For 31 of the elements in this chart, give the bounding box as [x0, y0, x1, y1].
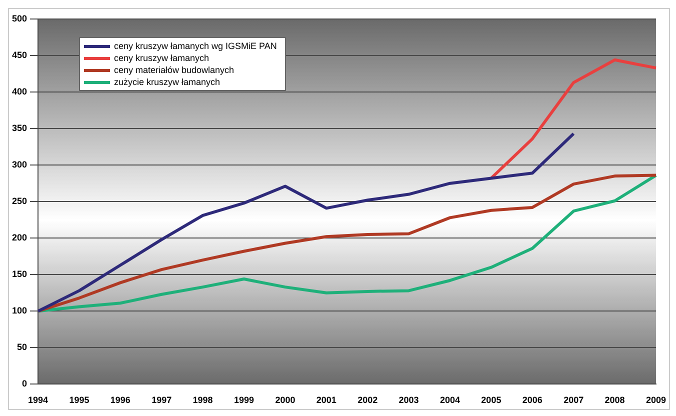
x-tick-label: 1997 — [152, 395, 172, 406]
legend-label: zużycie kruszyw łamanych — [114, 76, 220, 88]
x-tick-label: 2006 — [522, 395, 542, 406]
legend-label: ceny materiałów budowlanych — [114, 64, 234, 76]
x-tick-label: 1998 — [192, 395, 213, 406]
legend-label: ceny kruszyw łamanych — [114, 52, 210, 64]
x-tick-label: 2005 — [481, 395, 502, 406]
x-tick-label: 2003 — [398, 395, 419, 406]
x-tick-label: 2000 — [275, 395, 296, 406]
x-tick-label: 2008 — [604, 395, 625, 406]
y-tick-label: 200 — [12, 232, 28, 243]
x-tick-label: 2009 — [646, 395, 666, 406]
x-tick-label: 2001 — [316, 395, 336, 406]
x-tick-label: 1994 — [28, 395, 48, 406]
x-tick-label: 1999 — [234, 395, 254, 406]
y-tick-label: 150 — [12, 269, 28, 280]
y-tick-label: 450 — [12, 50, 28, 60]
y-tick-label: 250 — [12, 196, 28, 206]
x-tick-label: 2004 — [440, 395, 460, 406]
y-tick-label: 0 — [22, 378, 28, 389]
x-tick-label: 1995 — [69, 395, 90, 406]
x-tick-label: 1996 — [110, 395, 130, 406]
y-tick-label: 350 — [12, 123, 28, 134]
y-tick-label: 300 — [12, 160, 28, 170]
y-tick-label: 100 — [12, 306, 28, 316]
x-tick-label: 2007 — [564, 395, 584, 406]
y-tick-label: 400 — [12, 86, 28, 97]
y-tick-label: 500 — [12, 13, 28, 24]
x-tick-label: 2002 — [358, 395, 378, 406]
legend-label: ceny kruszyw łamanych wg IGSMiE PAN — [114, 40, 277, 52]
y-tick-label: 50 — [17, 342, 28, 352]
